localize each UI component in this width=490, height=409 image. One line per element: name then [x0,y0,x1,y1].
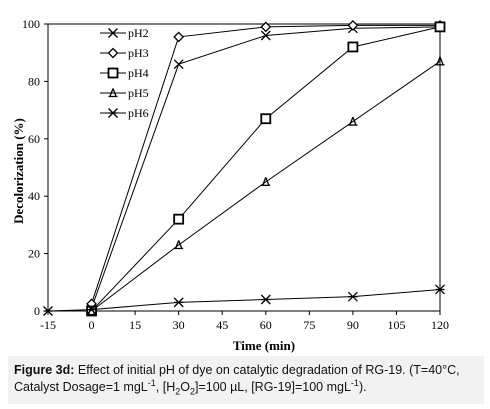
y-tick-label-5: 100 [22,17,40,31]
caption-sub2: 2 [189,386,195,397]
point-pH6-0 [43,306,53,316]
x-axis-label: Time (min) [233,338,295,353]
point-pH6-1 [86,304,97,315]
series-pH3 [86,20,446,310]
y-tick-label-4: 80 [28,74,40,88]
x-tick-label-1: 0 [89,318,95,332]
x-tick-label-3: 30 [173,318,185,332]
point-pH6-4 [347,291,358,302]
x-tick-label-5: 60 [260,318,272,332]
legend-item-pH3: pH3 [100,46,149,60]
legend-marker-pH5 [108,88,118,98]
legend-label-pH4: pH4 [128,66,149,80]
point-pH3-2 [260,21,272,33]
caption-sup1: -1 [147,377,156,388]
legend-item-pH4: pH4 [100,66,149,80]
point-pH3-1 [173,31,185,43]
caption-line2-a: Catalyst Dosage=1 mgL [14,380,148,394]
point-pH4-4 [434,21,446,33]
caption-line1: Effect of initial pH of dye on catalytic… [74,363,460,377]
caption-line2-e: ). [358,380,367,394]
legend-marker-pH6 [108,108,118,118]
caption-sup2: -1 [350,377,359,388]
point-pH2-2 [260,30,271,41]
legend-item-pH6: pH6 [100,106,149,120]
point-pH5-4 [435,56,445,66]
point-pH6-3 [260,294,271,305]
x-tick-label-4: 45 [216,318,228,332]
x-tick-label-9: 120 [431,318,449,332]
point-pH5-2 [261,177,271,187]
figure-caption: Figure 3d: Effect of initial pH of dye o… [8,356,484,404]
plot-frame [47,23,441,312]
y-tick-label-3: 60 [28,132,40,146]
series-layer [43,20,446,317]
point-pH4-2 [260,113,272,125]
chart: -15 0 15 30 45 60 75 90 105 120 0 20 40 60 80 100 pH2 pH… [11,17,449,353]
series-pH6 [43,284,445,316]
legend-label-pH3: pH3 [128,46,149,60]
point-pH4-1 [173,213,185,225]
legend-item-pH5: pH5 [100,86,149,100]
legend-label-pH6: pH6 [128,106,149,120]
legend-label-pH2: pH2 [128,26,149,40]
x-tick-label-7: 90 [347,318,359,332]
point-pH3-3 [347,20,359,31]
legend: pH2 pH3 pH4 pH5 pH6 [100,26,149,120]
caption-label: Figure 3d: [14,363,75,377]
caption-sub1: 2 [175,386,181,397]
point-pH5-1 [174,240,184,250]
caption-line2-b: , [H [155,380,176,394]
point-pH6-5 [435,284,445,295]
caption-line2-c: O [180,380,190,394]
x-tick-label-2: 15 [129,318,141,332]
legend-marker-pH3 [107,47,119,59]
y-axis-label: Decolorization (%) [11,118,26,224]
point-pH4-3 [347,41,359,53]
x-tick-label-6: 75 [303,318,315,332]
point-pH2-1 [173,59,184,70]
legend-marker-pH2 [108,28,118,38]
caption-line2-d: ]=100 µL, [RG-19]=100 mgL [195,380,351,394]
y-tick-label-1: 20 [28,247,40,261]
legend-marker-pH4 [107,67,119,79]
point-pH6-2 [173,297,184,308]
x-tick-label-8: 105 [387,318,405,332]
legend-label-pH5: pH5 [128,86,149,100]
x-tick-label-0: -15 [40,318,56,332]
y-tick-label-0: 0 [34,304,40,318]
series-line-pH6 [47,288,441,312]
point-pH5-3 [348,116,358,126]
y-tick-label-2: 40 [28,189,40,203]
legend-item-pH2: pH2 [100,26,149,40]
series-line-pH5 [91,60,441,312]
